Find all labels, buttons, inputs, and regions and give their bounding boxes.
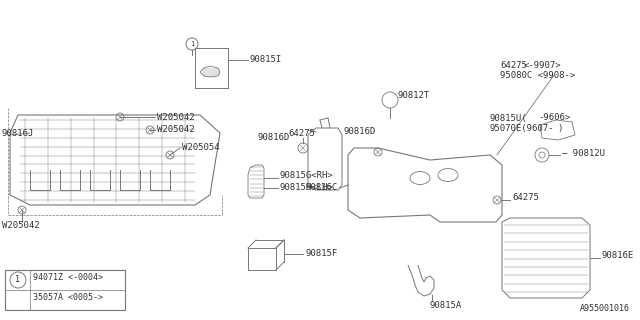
Text: W205042: W205042: [2, 220, 40, 229]
Text: 1: 1: [190, 41, 194, 47]
Text: 1: 1: [15, 276, 20, 284]
Text: 64275: 64275: [512, 193, 539, 202]
Text: W205042: W205042: [157, 113, 195, 122]
Text: 94071Z <-0004>: 94071Z <-0004>: [33, 274, 103, 283]
Text: 90816J: 90816J: [2, 129, 35, 138]
Text: 90815F: 90815F: [305, 250, 337, 259]
Text: 90812T: 90812T: [398, 91, 430, 100]
Text: 90815I: 90815I: [249, 55, 281, 65]
Text: 90816C: 90816C: [306, 183, 338, 193]
Text: 90816D: 90816D: [343, 127, 375, 137]
Text: 90815H<LH>: 90815H<LH>: [280, 183, 333, 193]
Text: 90816D: 90816D: [258, 133, 290, 142]
Text: W205054: W205054: [182, 143, 220, 153]
Text: — 90812U: — 90812U: [562, 148, 605, 157]
Text: 64275: 64275: [288, 130, 315, 139]
Bar: [5, 270, 125, 310]
Text: 90815G<RH>: 90815G<RH>: [280, 171, 333, 180]
Text: ): ): [557, 124, 563, 132]
Text: 90815U(: 90815U(: [490, 114, 527, 123]
Text: 35057A <0005->: 35057A <0005->: [33, 292, 103, 301]
Text: A955001016: A955001016: [580, 304, 630, 313]
Text: 64275: 64275: [500, 60, 527, 69]
Text: 95070E(9607-: 95070E(9607-: [490, 124, 554, 132]
Text: 90815A: 90815A: [430, 300, 462, 309]
Text: <-9907>: <-9907>: [524, 60, 562, 69]
Text: 90816E: 90816E: [602, 251, 634, 260]
Text: W205042: W205042: [157, 125, 195, 134]
Text: 95080C <9908->: 95080C <9908->: [500, 71, 575, 81]
Text: -9606>: -9606>: [538, 114, 570, 123]
